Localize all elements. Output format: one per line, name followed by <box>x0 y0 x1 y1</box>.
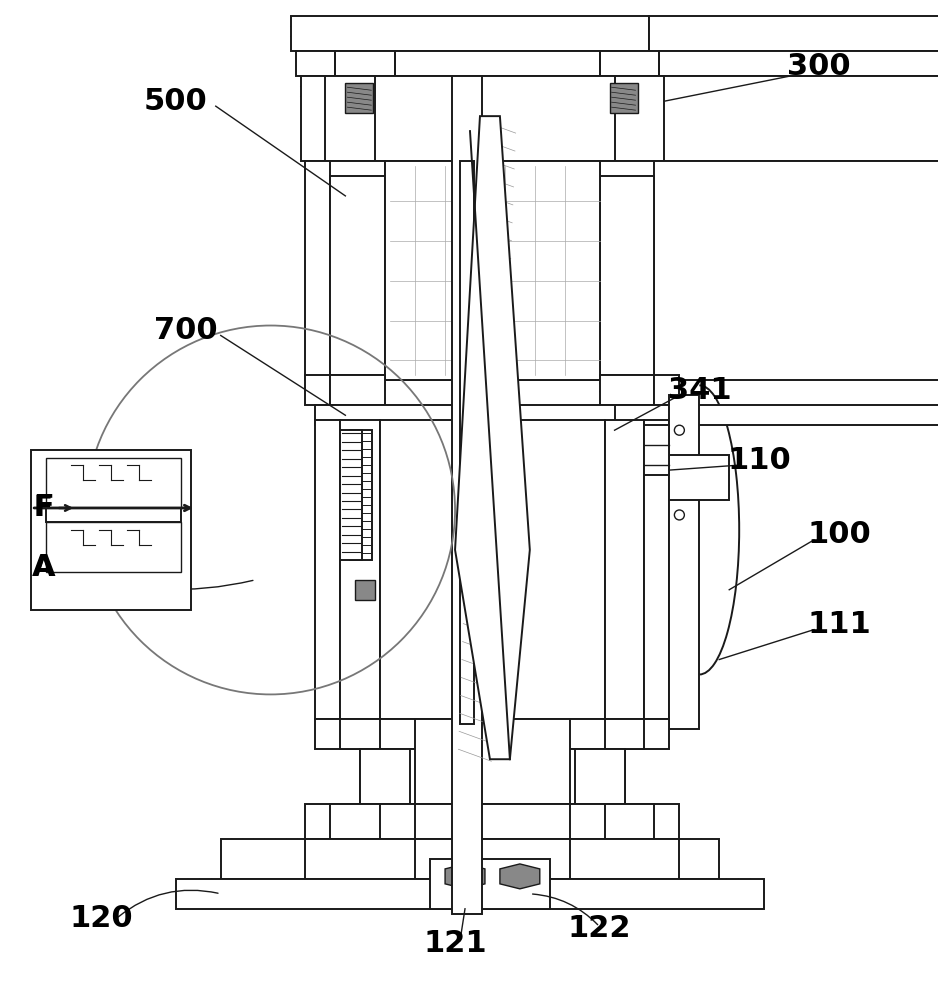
Text: 300: 300 <box>787 52 851 81</box>
Bar <box>650 51 939 76</box>
Text: 100: 100 <box>807 520 870 549</box>
Bar <box>361 749 410 804</box>
Bar <box>46 522 181 572</box>
Bar <box>605 719 644 749</box>
Bar <box>290 16 650 51</box>
Text: A: A <box>33 554 54 582</box>
Bar <box>670 395 700 729</box>
Bar <box>575 749 624 804</box>
Bar <box>644 420 670 719</box>
Bar <box>600 161 654 380</box>
Bar <box>670 455 730 500</box>
Text: A: A <box>31 553 55 582</box>
Bar <box>331 375 385 405</box>
Bar <box>600 51 659 76</box>
Bar <box>340 430 362 560</box>
Bar <box>340 420 380 719</box>
Bar <box>600 375 654 405</box>
Bar <box>650 16 939 51</box>
Bar <box>415 719 570 804</box>
Bar <box>614 405 939 425</box>
Bar <box>326 76 376 161</box>
Text: F: F <box>34 494 53 522</box>
Bar <box>614 76 665 161</box>
Bar <box>452 76 482 914</box>
Bar <box>331 176 385 375</box>
Text: 121: 121 <box>423 929 486 958</box>
Text: 120: 120 <box>69 904 133 933</box>
Bar <box>335 51 395 76</box>
Text: 500: 500 <box>144 87 208 116</box>
Bar <box>46 508 181 522</box>
Bar <box>305 804 680 839</box>
Bar <box>176 879 764 909</box>
Polygon shape <box>500 864 540 889</box>
Bar <box>385 161 600 380</box>
Text: F: F <box>33 493 54 522</box>
Bar <box>380 420 605 719</box>
Bar <box>316 405 670 425</box>
Bar <box>305 839 680 879</box>
Bar <box>221 839 719 879</box>
Bar <box>639 76 939 161</box>
Bar <box>331 804 380 839</box>
Bar <box>654 375 680 405</box>
Text: 341: 341 <box>668 376 731 405</box>
Bar <box>305 161 635 380</box>
Bar <box>296 51 644 76</box>
Bar <box>31 450 191 610</box>
Text: 111: 111 <box>807 610 870 639</box>
Bar <box>415 839 570 879</box>
Bar <box>346 83 374 113</box>
Bar <box>639 161 939 380</box>
Bar <box>600 176 654 375</box>
Polygon shape <box>455 116 530 759</box>
Bar <box>460 161 474 724</box>
Bar <box>361 749 624 804</box>
Bar <box>316 719 670 749</box>
Bar <box>415 804 570 839</box>
Bar <box>46 458 181 508</box>
Text: 110: 110 <box>728 446 791 475</box>
Bar <box>605 804 654 839</box>
Text: 700: 700 <box>154 316 218 345</box>
Text: 122: 122 <box>568 914 631 943</box>
Bar <box>305 375 331 405</box>
Bar <box>350 430 372 560</box>
Bar <box>331 161 385 380</box>
Bar <box>605 420 644 719</box>
Bar <box>644 425 670 475</box>
Polygon shape <box>445 864 485 889</box>
Bar <box>316 420 340 719</box>
Bar <box>430 859 549 909</box>
Bar <box>300 76 639 161</box>
Bar <box>609 83 638 113</box>
Bar <box>355 580 376 600</box>
Bar <box>340 719 380 749</box>
